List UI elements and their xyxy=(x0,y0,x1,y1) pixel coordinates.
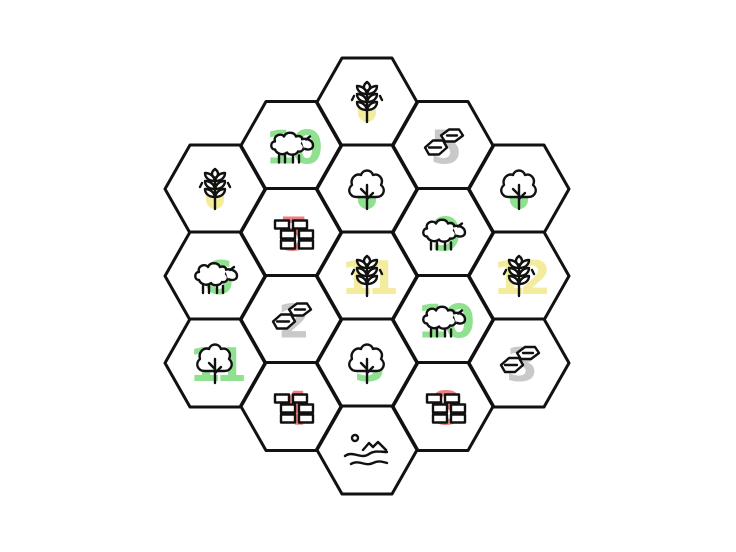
wheat-icon xyxy=(350,80,384,124)
tiles-layer: 1055961112210113348 xyxy=(163,56,571,496)
hex-tile-brick[interactable]: 4 xyxy=(239,361,343,452)
brick-icon xyxy=(425,393,467,424)
desert-icon xyxy=(343,433,389,466)
sheep-icon xyxy=(422,305,467,338)
wheat-icon xyxy=(350,254,384,298)
tree-icon xyxy=(500,169,537,211)
tree-icon xyxy=(196,343,233,385)
hex-tile-lumber[interactable]: 3 xyxy=(315,317,419,409)
hex-tile-lumber[interactable]: 11 xyxy=(163,317,267,409)
ore-icon xyxy=(271,302,313,330)
sheep-icon xyxy=(270,131,315,164)
tree-icon xyxy=(348,169,385,211)
wheat-icon xyxy=(502,254,536,298)
hex-tile-brick[interactable]: 8 xyxy=(391,361,495,452)
wheat-icon xyxy=(198,167,232,211)
ore-icon xyxy=(423,128,465,156)
hex-tile-ore[interactable]: 3 xyxy=(467,317,571,409)
tree-icon xyxy=(348,343,385,385)
hex-tile-desert[interactable] xyxy=(315,404,419,496)
hex-tile-lumber[interactable] xyxy=(467,143,571,235)
hex-outline xyxy=(315,404,419,496)
hex-tile-grain[interactable]: 11 xyxy=(315,230,419,322)
brick-icon xyxy=(273,393,315,424)
hex-tile-ore[interactable]: 5 xyxy=(391,100,495,191)
hex-tile-grain[interactable]: 12 xyxy=(467,230,571,322)
brick-icon xyxy=(273,219,315,250)
sheep-icon xyxy=(194,262,239,295)
sheep-icon xyxy=(422,218,467,251)
hex-tile-lumber[interactable] xyxy=(315,143,419,235)
ore-icon xyxy=(499,345,541,374)
hex-tile-wool[interactable]: 9 xyxy=(391,187,495,278)
